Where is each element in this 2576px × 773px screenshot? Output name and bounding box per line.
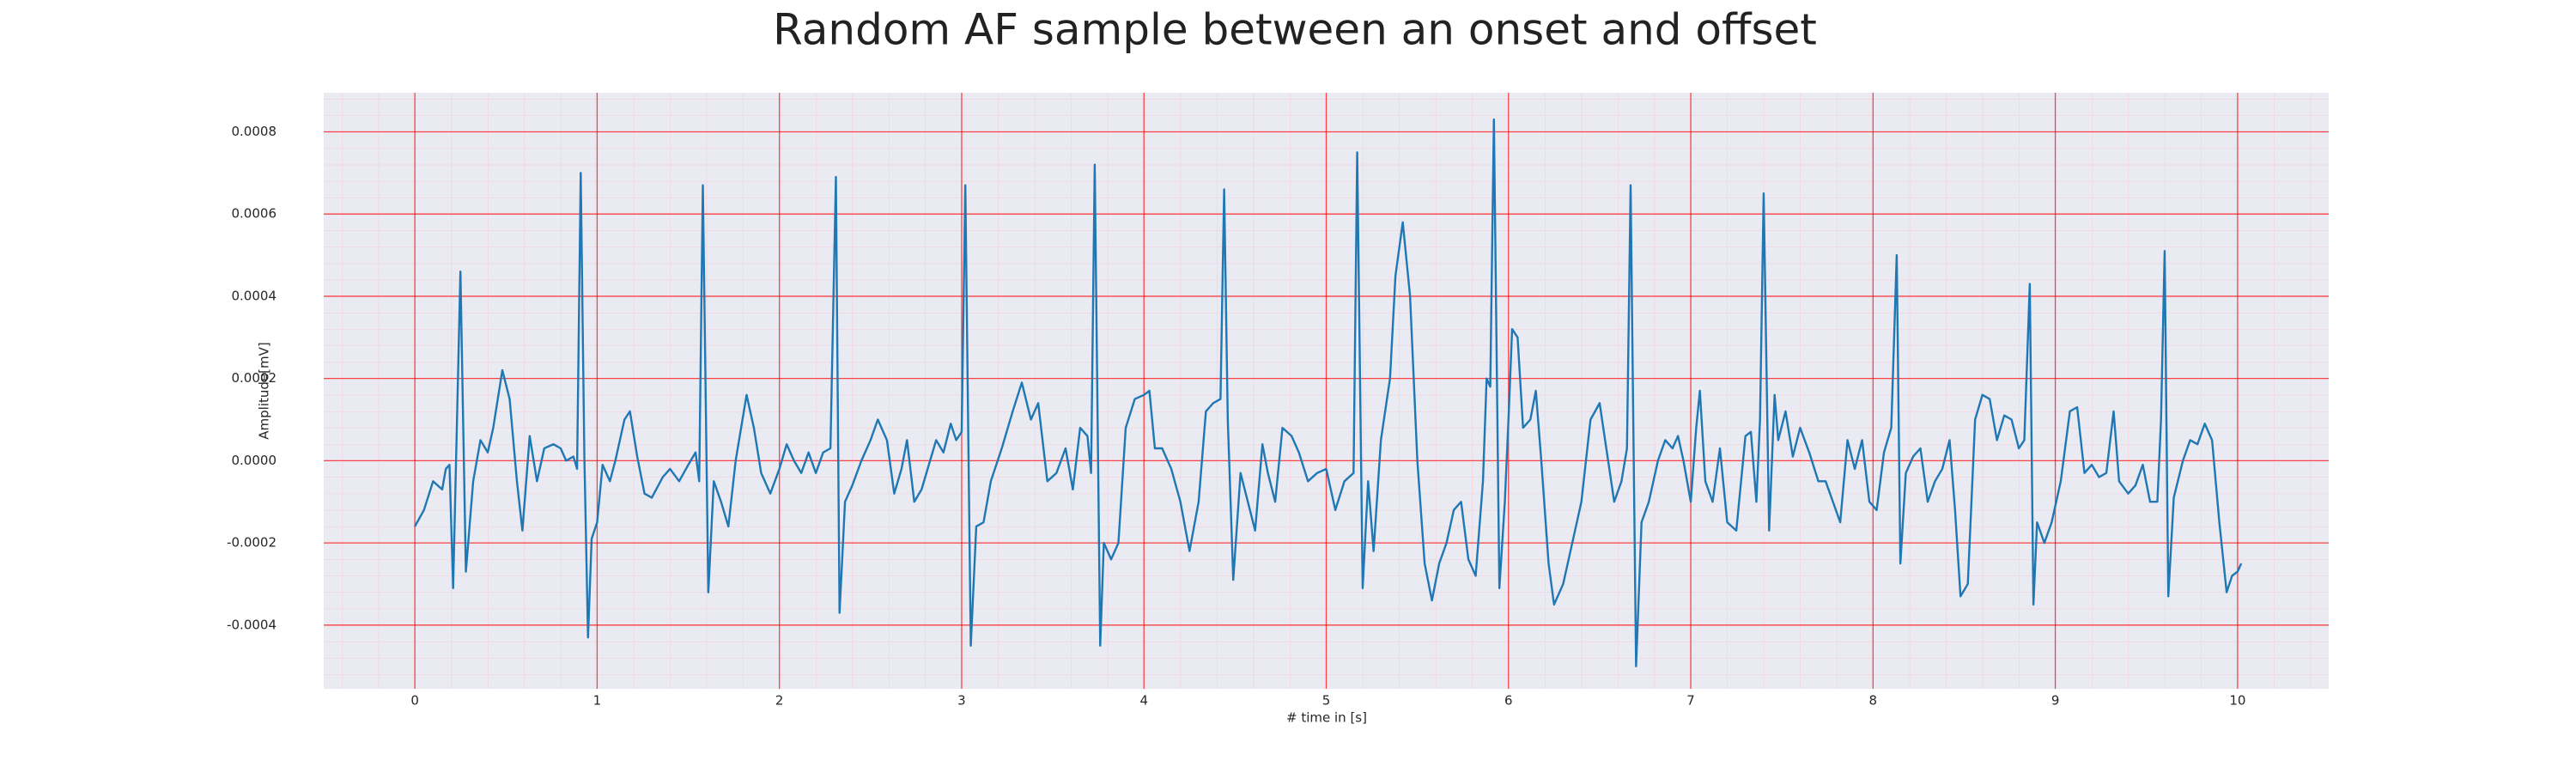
signal-line: [414, 118, 2243, 667]
x-axis-label: # time in [s]: [1286, 710, 1367, 726]
x-tick-label: 0: [410, 693, 419, 709]
x-tick-label: 6: [1504, 693, 1513, 709]
x-tick-label: 2: [775, 693, 784, 709]
y-tick-label: 0.0006: [232, 206, 277, 222]
y-tick-label: 0.0004: [232, 288, 277, 303]
x-tick-label: 9: [2051, 693, 2060, 709]
y-axis-label: Amplitude[mV]: [257, 342, 272, 439]
y-tick-label: 0.0008: [232, 124, 277, 139]
x-tick-label: 1: [593, 693, 602, 709]
y-tick-label: -0.0002: [227, 535, 276, 551]
y-tick-label: -0.0004: [227, 617, 276, 632]
y-tick-label: 0.0000: [232, 453, 277, 468]
chart-title: Random AF sample between an onset and of…: [773, 5, 1817, 55]
x-tick-label: 10: [2229, 693, 2245, 709]
x-tick-label: 8: [1869, 693, 1878, 709]
x-tick-label: 4: [1139, 693, 1148, 709]
x-tick-label: 3: [957, 693, 966, 709]
x-tick-label: 5: [1322, 693, 1331, 709]
x-tick-label: 7: [1686, 693, 1695, 709]
y-tick-label: 0.0002: [232, 370, 277, 386]
